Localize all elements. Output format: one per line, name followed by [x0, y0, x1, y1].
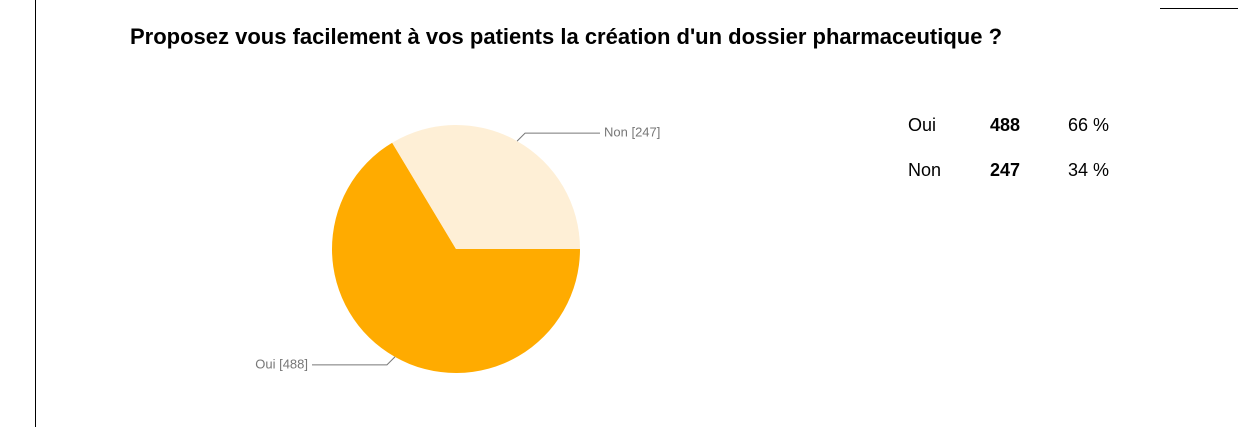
legend-name: Non — [908, 160, 941, 180]
slice-label: Oui [488] — [255, 356, 308, 371]
chart-title: Proposez vous facilement à vos patients … — [130, 24, 1003, 49]
legend-percent: 66 % — [1068, 115, 1109, 135]
legend-name: Oui — [908, 115, 936, 135]
leader-line — [516, 132, 600, 142]
pie-slice — [392, 125, 580, 249]
slice-label: Non [247] — [604, 125, 660, 140]
leader-line — [312, 356, 396, 366]
legend-percent: 34 % — [1068, 160, 1109, 180]
legend-count: 247 — [990, 160, 1020, 180]
legend-count: 488 — [990, 115, 1020, 135]
pie-slice — [331, 142, 580, 373]
